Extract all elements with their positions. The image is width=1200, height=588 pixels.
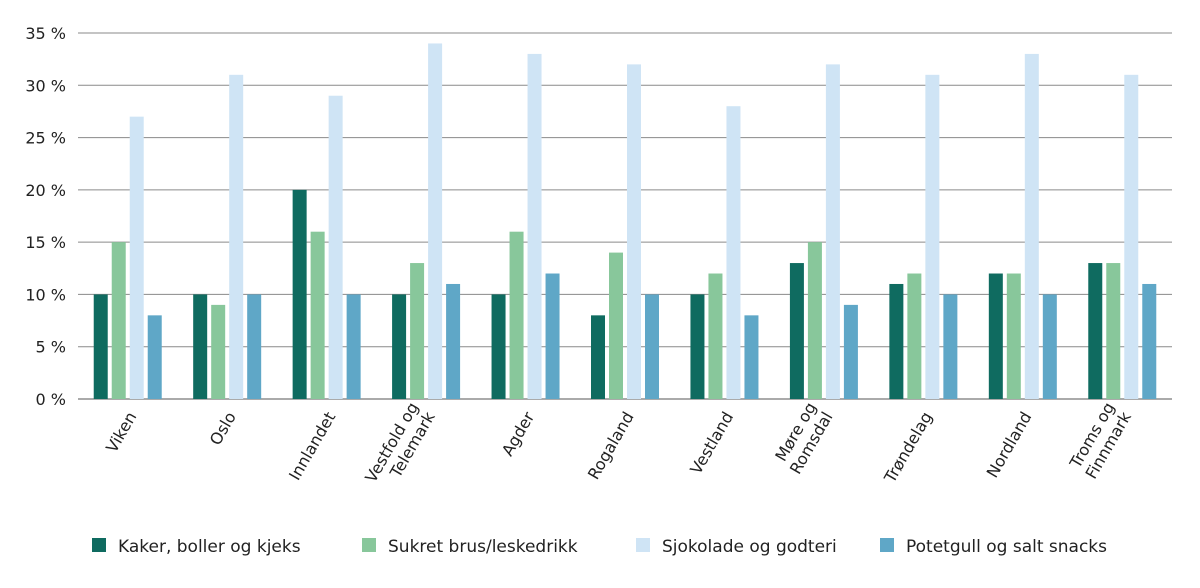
legend-label: Kaker, boller og kjeks [118,537,301,557]
bar-potetgull-og-salt-snacks [1042,294,1057,399]
x-tick-label-line: Innlandet [285,409,339,484]
y-tick-label: 10 % [25,285,66,304]
bar-sukret-brus-leskedrikk [111,242,126,399]
bar-sukret-brus-leskedrikk [410,263,425,399]
bar-sjokolade-og-godteri [726,106,741,399]
legend-label: Sukret brus/leskedrikk [388,537,578,557]
bar-potetgull-og-salt-snacks [1142,283,1157,399]
x-tick-label-line: Rogaland [584,409,638,483]
x-tick-label: Nordland [983,409,1036,482]
bar-sukret-brus-leskedrikk [1106,263,1121,399]
x-tick-label-line: Oslo [206,409,240,449]
x-tick-label-line: Nordland [983,409,1036,482]
bar-sjokolade-og-godteri [229,74,244,399]
bar-sukret-brus-leskedrikk [609,252,623,399]
bar-sjokolade-og-godteri [825,64,840,399]
legend-item: Kaker, boller og kjeks [92,537,301,557]
bar-sukret-brus-leskedrikk [310,231,325,399]
y-tick-label: 25 % [25,129,66,148]
bar-sjokolade-og-godteri [527,53,542,400]
bar-sjokolade-og-godteri [627,64,641,399]
legend-swatch [362,538,376,552]
x-tick-label: Trøndelag [880,409,936,487]
x-tick-label-line: Agder [498,408,539,459]
legend-item: Sukret brus/leskedrikk [362,537,578,557]
x-tick-label: Vestland [686,409,737,478]
bar-kaker-boller-og-kjeks [1088,263,1103,399]
bar-sukret-brus-leskedrikk [211,304,226,399]
x-tick-label-line: Vestland [686,409,737,478]
bar-potetgull-og-salt-snacks [147,315,162,399]
legend-label: Sjokolade og godteri [662,537,837,557]
x-tick-label: Viken [102,409,140,456]
legend-item: Sjokolade og godteri [636,537,837,557]
bar-kaker-boller-og-kjeks [591,315,605,399]
y-tick-label: 35 % [25,24,66,43]
y-tick-label: 5 % [36,338,66,357]
x-tick-label: Innlandet [285,409,339,484]
bar-kaker-boller-og-kjeks [392,294,407,399]
bar-sjokolade-og-godteri [428,43,443,399]
bar-kaker-boller-og-kjeks [292,189,307,399]
y-tick-label: 15 % [25,233,66,252]
bar-potetgull-og-salt-snacks [843,304,858,399]
bar-sukret-brus-leskedrikk [907,273,922,399]
bar-sukret-brus-leskedrikk [807,242,822,399]
bar-sjokolade-og-godteri [925,74,940,399]
legend-swatch [880,538,894,552]
bar-potetgull-og-salt-snacks [247,294,262,399]
bar-kaker-boller-og-kjeks [889,283,904,399]
x-tick-label: Oslo [206,409,240,449]
x-tick-label-line: Viken [102,409,140,456]
y-tick-label: 20 % [25,181,66,200]
bar-sjokolade-og-godteri [1024,53,1039,400]
legend-swatch [636,538,650,552]
bar-sjokolade-og-godteri [129,116,144,400]
legend-label: Potetgull og salt snacks [906,537,1107,557]
bar-potetgull-og-salt-snacks [744,315,759,399]
y-tick-label: 30 % [25,76,66,95]
bar-potetgull-og-salt-snacks [446,283,461,399]
legend-item: Potetgull og salt snacks [880,537,1107,557]
bar-sjokolade-og-godteri [328,95,343,399]
bar-kaker-boller-og-kjeks [193,294,208,399]
x-tick-label: Agder [498,408,539,459]
x-tick-label: Rogaland [584,409,638,483]
y-tick-label: 0 % [36,390,66,409]
bar-potetgull-og-salt-snacks [943,294,958,399]
bar-kaker-boller-og-kjeks [93,294,108,399]
bar-sjokolade-og-godteri [1124,74,1139,399]
bar-sukret-brus-leskedrikk [1006,273,1021,399]
legend-swatch [92,538,106,552]
bar-potetgull-og-salt-snacks [545,273,560,399]
bar-sukret-brus-leskedrikk [509,231,524,399]
bar-potetgull-og-salt-snacks [346,294,361,399]
bar-kaker-boller-og-kjeks [988,273,1003,399]
bar-sukret-brus-leskedrikk [708,273,723,399]
bar-potetgull-og-salt-snacks [645,294,659,399]
bar-kaker-boller-og-kjeks [491,294,506,399]
x-tick-label-line: Trøndelag [880,409,936,487]
bar-kaker-boller-og-kjeks [690,294,705,399]
bar-kaker-boller-og-kjeks [789,263,804,399]
